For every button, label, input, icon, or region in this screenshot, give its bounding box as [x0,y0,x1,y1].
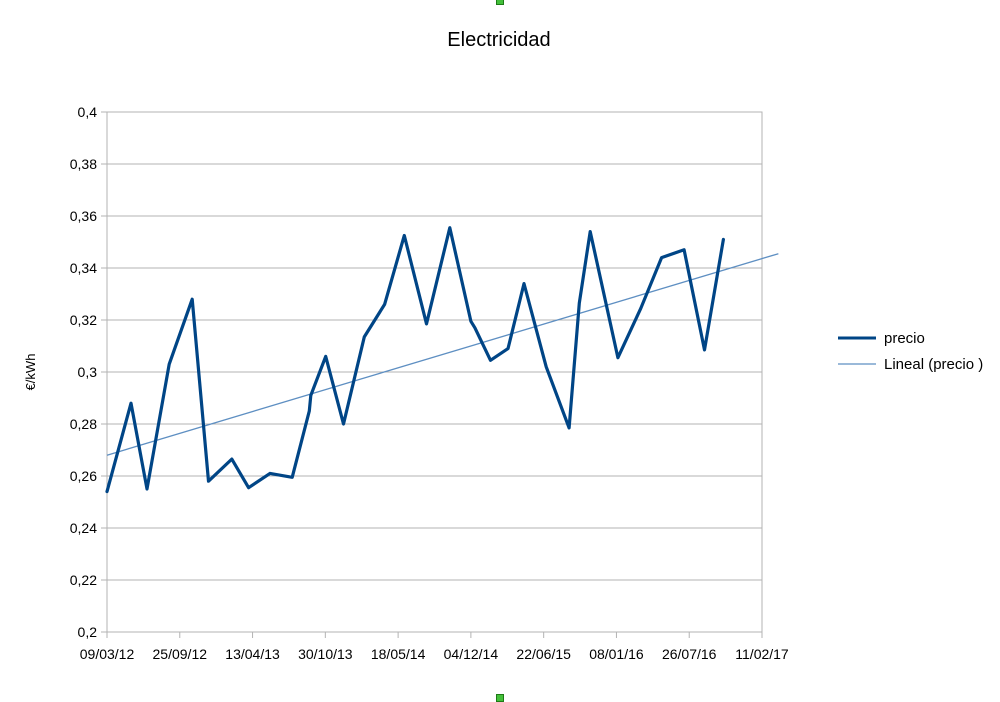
x-tick-label: 18/05/14 [371,646,426,662]
chart-title: Electricidad [447,29,550,51]
x-tick-label: 25/09/12 [153,646,208,662]
y-tick-label: 0,34 [70,260,97,276]
x-tick-label: 04/12/14 [444,646,499,662]
x-tick-label: 13/04/13 [225,646,280,662]
series-lineal-precio [106,253,779,456]
x-tick-label: 26/07/16 [662,646,717,662]
legend-label-precio: precio [884,330,925,347]
y-tick-label: 0,2 [78,624,98,640]
y-tick-label: 0,38 [70,156,97,172]
x-tick-label: 30/10/13 [298,646,353,662]
series-layer [105,226,779,494]
selection-handle-top[interactable] [496,0,504,5]
legend: precio Lineal (precio ) [838,330,983,373]
x-axis: 09/03/12 25/09/12 13/04/13 30/10/13 18/05/14… [80,632,789,662]
selection-handle-bottom[interactable] [496,694,504,702]
legend-label-lineal: Lineal (precio ) [884,356,983,373]
y-tick-label: 0,28 [70,416,97,432]
y-axis: 0,2 0,22 0,24 0,26 0,28 0,3 0,32 0,34 0,36 0,38 0,… [70,104,107,640]
x-tick-label: 22/06/15 [516,646,571,662]
series-precio [105,226,726,494]
y-tick-label: 0,3 [78,364,98,380]
y-tick-label: 0,32 [70,312,97,328]
x-tick-label: 08/01/16 [589,646,644,662]
grid [107,111,762,633]
x-tick-label: 11/02/17 [735,646,789,662]
y-tick-label: 0,26 [70,468,97,484]
y-axis-label: €/kWh [23,354,38,391]
x-tick-label: 09/03/12 [80,646,135,662]
y-tick-label: 0,4 [78,104,98,120]
y-tick-label: 0,36 [70,208,97,224]
y-tick-label: 0,22 [70,572,97,588]
y-tick-label: 0,24 [70,520,97,536]
